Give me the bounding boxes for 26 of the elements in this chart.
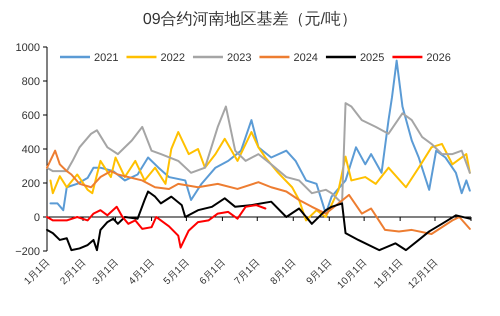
x-tick-label: 9月1日 [304, 257, 334, 288]
x-tick-label: 4月1日 [126, 257, 157, 288]
x-tick-label: 12月1日 [406, 257, 440, 292]
y-tick-label: 1000 [16, 42, 40, 54]
x-tick-label: 8月1日 [268, 257, 298, 288]
x-tick-label: 11月1日 [372, 257, 406, 291]
x-tick-label: 5月1日 [162, 257, 192, 288]
y-tick-label: 600 [22, 110, 40, 122]
x-tick-label: 7月1日 [232, 257, 262, 288]
y-tick-label: 200 [22, 178, 40, 190]
legend-label: 2021 [94, 52, 118, 64]
y-tick-label: 400 [22, 144, 40, 156]
legend-label: 2023 [226, 52, 252, 64]
legend-label: 2022 [160, 52, 185, 64]
chart-title: 09合约河南地区基差（元/吨） [142, 10, 358, 28]
y-tick-label: 0 [34, 212, 40, 224]
x-tick-label: 3月1日 [90, 257, 121, 288]
x-tick-label: 2月1日 [58, 257, 88, 288]
legend-label: 2024 [293, 52, 318, 64]
legend-label: 2026 [426, 52, 451, 64]
x-tick-label: 1月1日 [22, 257, 52, 288]
x-tick-label: 6月1日 [198, 257, 228, 288]
x-tick-label: 10月1日 [336, 257, 370, 292]
y-tick-label: −200 [15, 246, 40, 258]
legend-label: 2025 [360, 52, 384, 64]
y-tick-label: 800 [22, 76, 40, 88]
